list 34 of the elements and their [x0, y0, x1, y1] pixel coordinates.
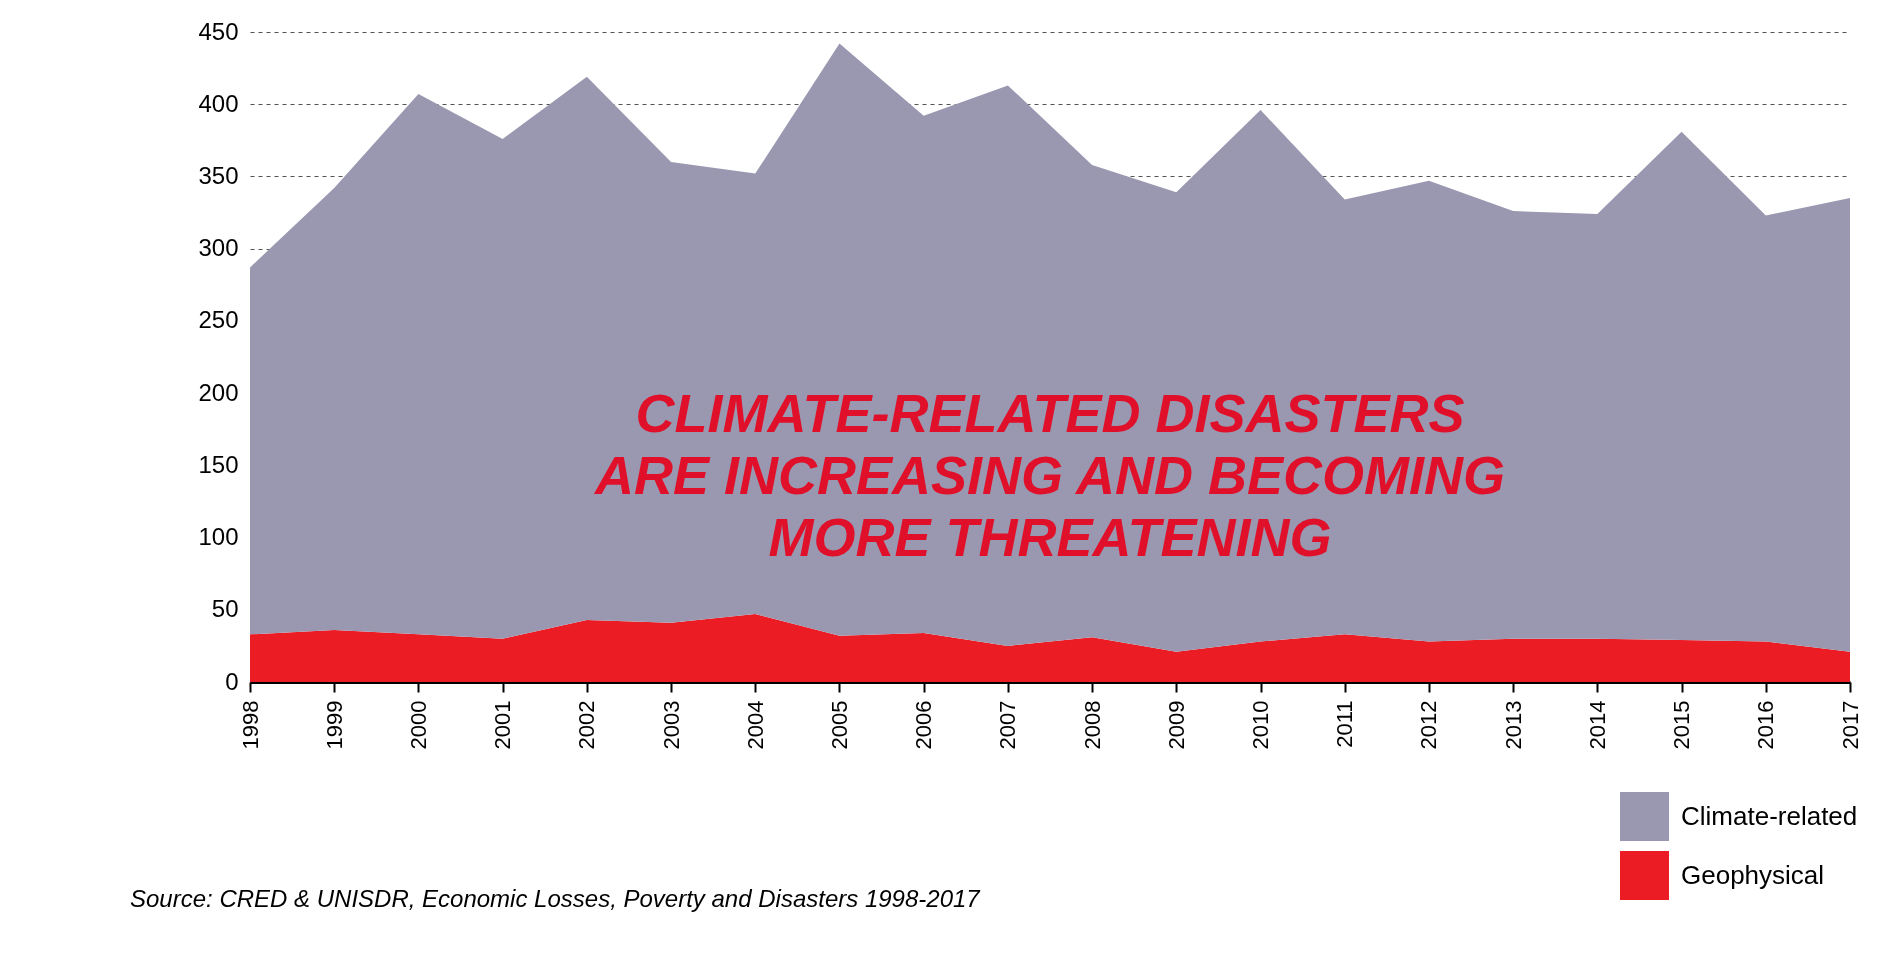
- y-tick-label: 50: [211, 595, 239, 623]
- annotation: CLIMATE-RELATED DISASTERS ARE INCREASING AND BECOMING MORE THREATENING: [592, 382, 1506, 567]
- y-tick-label: 300: [198, 234, 239, 262]
- x-tick-label: 2011: [1332, 700, 1358, 748]
- x-tick-label: 1999: [321, 700, 347, 750]
- y-tick-label: 400: [198, 89, 239, 117]
- x-tick-label: 2015: [1669, 700, 1695, 750]
- x-tick-label: 2017: [1837, 700, 1863, 750]
- x-tick-label: 2007: [995, 700, 1021, 750]
- x-tick-label: 2009: [1163, 700, 1189, 750]
- x-tick-label: 2000: [405, 700, 431, 750]
- x-tick-label: 2003: [658, 700, 684, 750]
- y-tick-label: 0: [225, 667, 239, 695]
- y-tick-label: 250: [198, 306, 239, 334]
- y-tick-label: 100: [198, 523, 239, 551]
- y-tick-label: 200: [198, 378, 239, 406]
- x-tick-label: 2001: [490, 700, 516, 750]
- legend-label: Climate-related: [1681, 800, 1858, 831]
- legend-label: Geophysical: [1681, 859, 1825, 890]
- x-tick-label: 2008: [1079, 700, 1105, 750]
- x-tick-label: 2010: [1248, 700, 1274, 750]
- source-note: Source: CRED & UNISDR, Economic Losses, Poverty and Disasters 1998-2017: [130, 885, 982, 912]
- x-tick-label: 2002: [574, 700, 600, 750]
- x-tick-label: 2012: [1416, 700, 1442, 750]
- x-tick-label: 1998: [237, 700, 263, 750]
- y-tick-label: 450: [198, 17, 239, 45]
- x-tick-label: 2016: [1753, 700, 1779, 750]
- y-tick-label: 150: [198, 450, 239, 478]
- x-tick-label: 2014: [1584, 700, 1610, 750]
- y-tick-label: 350: [198, 161, 239, 189]
- x-tick-label: 2005: [826, 700, 852, 750]
- x-tick-label: 2004: [742, 700, 768, 750]
- x-tick-label: 2006: [911, 700, 937, 750]
- x-tick-label: 2013: [1500, 700, 1526, 750]
